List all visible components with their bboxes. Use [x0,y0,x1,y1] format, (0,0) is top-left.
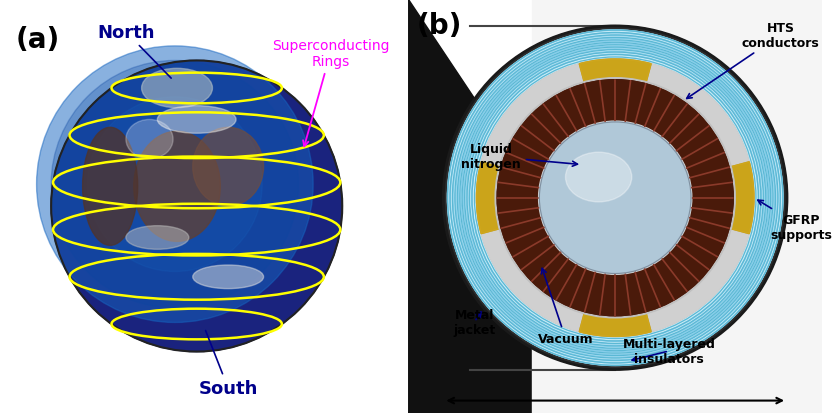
Ellipse shape [192,266,263,289]
Text: (b): (b) [416,12,461,40]
Text: Vacuum: Vacuum [537,269,593,345]
Ellipse shape [565,153,631,202]
Circle shape [538,122,691,275]
Circle shape [497,81,732,316]
Text: HTS
conductors: HTS conductors [686,21,818,99]
Ellipse shape [157,107,236,134]
Wedge shape [476,162,534,234]
Text: Multi-layered
insulators: Multi-layered insulators [622,337,715,365]
Wedge shape [579,60,650,119]
Circle shape [495,78,734,318]
Circle shape [88,97,262,272]
Ellipse shape [141,69,212,108]
Circle shape [51,61,298,308]
Text: Superconducting
Rings: Superconducting Rings [272,39,389,147]
Wedge shape [695,162,753,234]
Circle shape [476,60,753,337]
Wedge shape [579,278,650,337]
Text: South: South [198,331,257,397]
Text: North: North [97,24,171,79]
Circle shape [37,47,313,323]
Wedge shape [476,162,534,234]
Polygon shape [532,0,821,413]
Text: Liquid
nitrogen: Liquid nitrogen [461,143,577,171]
Circle shape [447,31,782,366]
Wedge shape [695,162,753,234]
Text: Metal
jacket: Metal jacket [453,308,495,336]
Circle shape [476,60,753,337]
Text: (a): (a) [16,26,60,54]
Ellipse shape [125,120,173,159]
Circle shape [538,123,691,274]
Ellipse shape [125,226,189,250]
Text: GFRP
supports: GFRP supports [757,201,832,241]
Polygon shape [408,0,532,413]
Ellipse shape [192,128,263,206]
Wedge shape [579,278,650,337]
Circle shape [443,27,786,370]
Ellipse shape [134,132,220,242]
Circle shape [497,81,732,316]
Circle shape [51,61,342,352]
Ellipse shape [83,128,137,246]
Wedge shape [579,60,650,119]
